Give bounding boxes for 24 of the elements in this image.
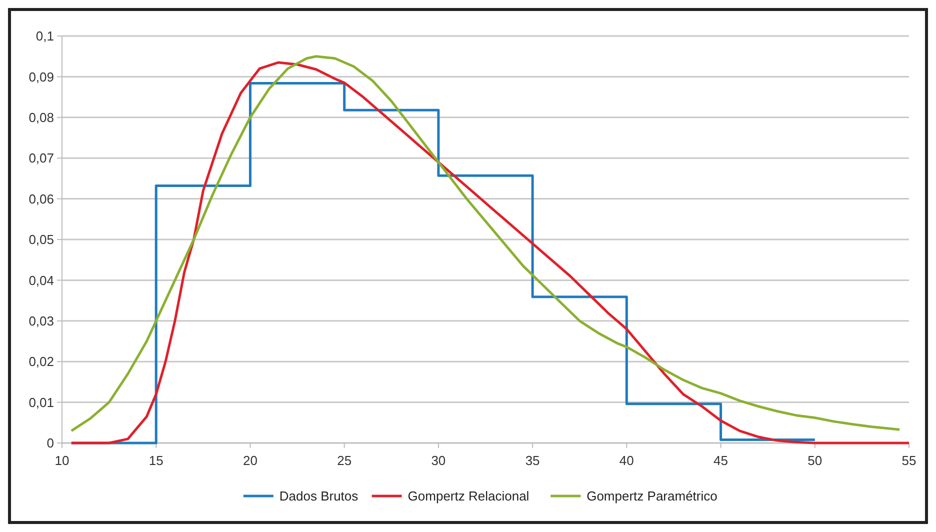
y-tick-label: 0,02 — [28, 354, 54, 370]
x-tick-label: 10 — [54, 453, 70, 468]
x-tick-label: 35 — [525, 453, 540, 468]
legend-label: Dados Brutos — [279, 488, 359, 504]
x-tick-label: 40 — [619, 453, 634, 468]
legend-label: Gompertz Paramétrico — [586, 488, 718, 504]
x-tick-label: 50 — [808, 453, 822, 468]
x-tick-label: 55 — [902, 453, 916, 468]
x-tick-label: 15 — [148, 453, 164, 468]
y-tick-label: 0,07 — [28, 150, 54, 166]
x-tick-label: 30 — [431, 453, 446, 468]
legend-label: Gompertz Relacional — [408, 488, 530, 504]
y-tick-label: 0,01 — [28, 394, 54, 410]
x-tick-label: 45 — [714, 453, 728, 468]
y-tick-label: 0,04 — [28, 272, 54, 288]
y-tick-label: 0 — [46, 436, 54, 451]
y-tick-label: 0,1 — [36, 28, 54, 44]
y-tick-label: 0,05 — [28, 232, 54, 248]
y-tick-label: 0,06 — [28, 191, 54, 206]
y-tick-label: 0,09 — [28, 69, 54, 84]
x-tick-label: 25 — [337, 453, 352, 468]
y-tick-label: 0,03 — [28, 313, 54, 328]
y-tick-label: 0,08 — [28, 110, 54, 125]
x-tick-label: 20 — [242, 453, 258, 468]
